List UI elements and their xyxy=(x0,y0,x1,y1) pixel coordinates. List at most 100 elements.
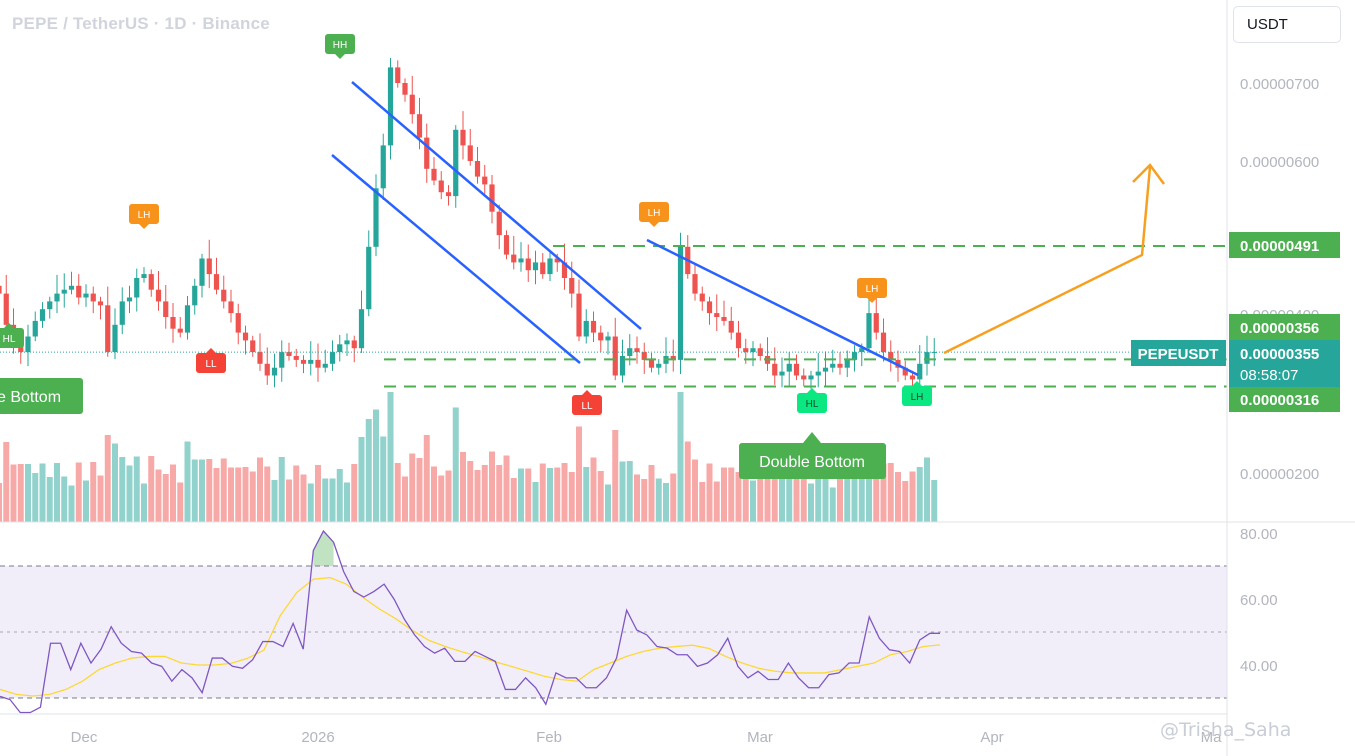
channel-upper-line xyxy=(351,81,642,330)
pattern-label-lh-pointer xyxy=(867,298,877,303)
volume-bar xyxy=(648,465,655,522)
double-bottom-callout-pointer xyxy=(803,432,821,443)
volume-bar xyxy=(54,463,60,522)
double-bottom-text: Double Bottom xyxy=(759,454,865,471)
volume-bar xyxy=(837,473,843,522)
volume-bar xyxy=(742,471,749,522)
volume-bar xyxy=(322,478,329,522)
candle-body xyxy=(873,313,879,333)
candle-body xyxy=(424,137,430,169)
candle-body xyxy=(547,258,553,275)
candle-body xyxy=(141,274,147,278)
author-watermark: @Trisha_Saha xyxy=(1160,719,1292,741)
candle-body xyxy=(199,258,205,286)
candle-body xyxy=(438,180,444,193)
candle-body xyxy=(859,348,865,353)
volume-bar xyxy=(808,483,814,522)
candle-body xyxy=(830,363,836,368)
time-tick-label: Feb xyxy=(536,729,562,746)
candle-body xyxy=(735,332,742,349)
candle-body xyxy=(380,145,386,189)
volume-bar xyxy=(162,474,169,522)
candle-body xyxy=(460,129,466,146)
last-price-badge xyxy=(1229,340,1340,387)
symbol-title: PEPE / TetherUS · 1D · Binance xyxy=(12,14,270,33)
candle-body xyxy=(482,176,488,185)
volume-bar xyxy=(684,441,691,522)
volume-bar xyxy=(286,479,292,522)
candle-body xyxy=(112,324,118,353)
volume-bar xyxy=(518,468,524,522)
candle-body xyxy=(822,367,829,372)
volume-bar xyxy=(597,471,604,522)
candle-body xyxy=(90,293,96,302)
volume-bar xyxy=(235,467,242,522)
volume-bar xyxy=(90,462,97,522)
symbol-badge-text: PEPEUSDT xyxy=(1138,346,1219,363)
volume-bar xyxy=(474,470,481,522)
volume-bar xyxy=(83,480,89,522)
candle-body xyxy=(126,297,133,302)
candle-body xyxy=(619,356,626,376)
volume-bar xyxy=(576,426,582,522)
volume-bar xyxy=(692,459,698,522)
volume-bar xyxy=(25,464,31,522)
candle-body xyxy=(337,344,343,353)
volume-bar xyxy=(677,392,684,522)
volume-bar xyxy=(307,483,314,522)
volume-bar xyxy=(866,450,872,522)
volume-bar xyxy=(895,472,901,522)
candle-body xyxy=(351,340,357,349)
candle-body xyxy=(656,363,662,368)
volume-bar xyxy=(336,469,343,522)
candle-body xyxy=(0,285,2,294)
volume-bar xyxy=(431,466,437,522)
candle-body xyxy=(714,313,720,317)
candle-body xyxy=(366,246,372,310)
pattern-label-lh xyxy=(129,204,159,224)
volume-bar xyxy=(293,465,300,522)
candle-body xyxy=(576,293,582,337)
candle-body xyxy=(250,340,256,353)
candle-body xyxy=(525,258,531,271)
volume-bar xyxy=(750,480,756,522)
volume-bar xyxy=(800,474,807,522)
volume-bar xyxy=(822,478,829,522)
candle-body xyxy=(235,313,241,333)
candle-body xyxy=(532,262,539,271)
candle-body xyxy=(453,129,459,197)
candle-body xyxy=(206,258,212,275)
volume-bar xyxy=(706,463,713,522)
volume-bar xyxy=(344,482,350,522)
candle-body xyxy=(221,289,227,302)
resistance-price-badge-text: 0.00000491 xyxy=(1240,238,1319,255)
candle-body xyxy=(489,184,495,212)
volume-bar xyxy=(416,458,423,522)
volume-bar xyxy=(547,468,553,522)
rsi-overbought-fill xyxy=(313,531,334,566)
volume-bar xyxy=(815,469,822,522)
pattern-label-hl-pointer xyxy=(807,388,817,393)
double-bottom-callout xyxy=(739,443,886,479)
candle-body xyxy=(634,348,640,353)
candle-body xyxy=(518,258,524,263)
candle-body xyxy=(445,192,452,197)
volume-bar xyxy=(670,473,677,522)
candle-body xyxy=(786,363,792,372)
candle-body xyxy=(648,359,655,368)
candle-body xyxy=(54,293,60,302)
candle-body xyxy=(793,363,800,376)
volume-bar xyxy=(278,457,285,522)
lower-neckline-badge-text: 0.00000316 xyxy=(1240,392,1319,409)
pattern-label-lh xyxy=(639,202,669,222)
time-tick-label: Mar xyxy=(747,729,773,746)
candle-body xyxy=(706,301,713,314)
candle-body xyxy=(677,246,684,360)
candle-body xyxy=(39,309,46,321)
candle-body xyxy=(192,285,198,306)
pattern-label-lh-text: LH xyxy=(648,208,661,219)
pattern-label-ll-pointer xyxy=(206,348,216,353)
currency-button[interactable]: USDT xyxy=(1233,6,1341,43)
candle-body xyxy=(279,352,285,368)
